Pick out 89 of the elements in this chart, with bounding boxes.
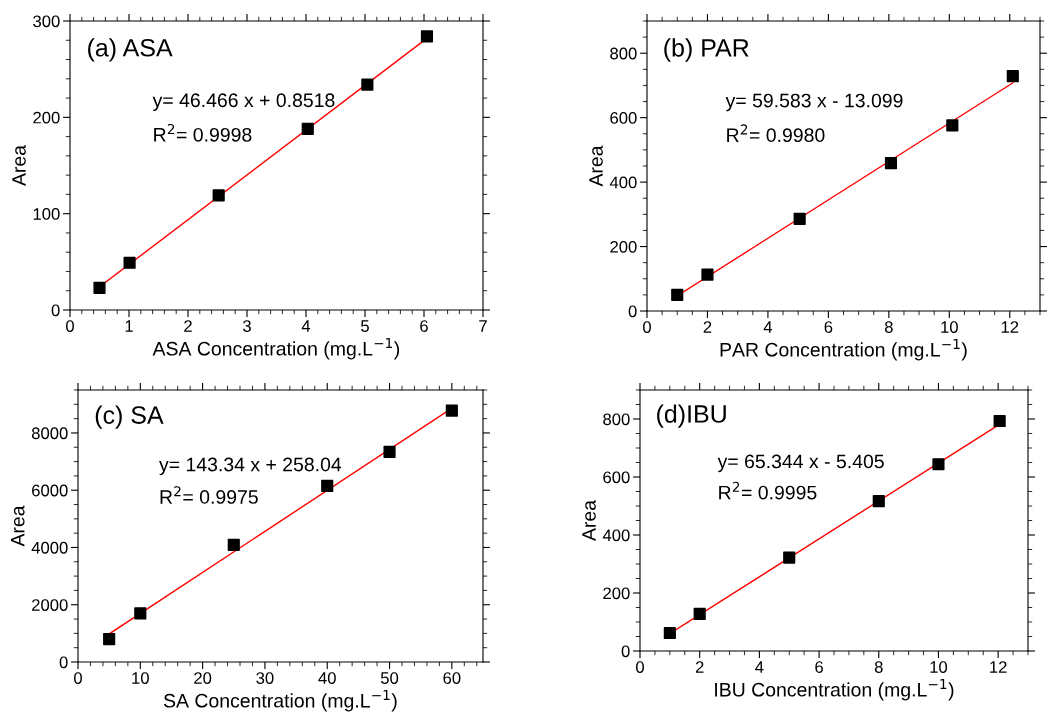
y-axis-title: Area (11, 505, 25, 547)
annotation: R$^{2}$= 0.9995 (719, 481, 817, 500)
x-tick-label: 6 (824, 321, 833, 333)
x-tick-label: 4 (755, 661, 764, 673)
x-tick-label: 60 (443, 672, 461, 684)
point (420, 30, 434, 43)
y-tick-label: 800 (610, 47, 637, 60)
annotation: R$^{2}$= 0.9998 (154, 123, 252, 142)
point (361, 78, 374, 91)
point (671, 288, 684, 301)
x-tick-label: 6 (815, 661, 823, 673)
x-tick-label: 5 (361, 320, 369, 332)
point (134, 607, 147, 620)
y-tick-label: 200 (603, 587, 630, 600)
y-tick-label: 0 (628, 305, 637, 318)
y-tick-label: 4000 (31, 541, 68, 554)
y-axis-title: Area (12, 144, 26, 186)
annotation: y= 143.34 x + 258.04 (159, 457, 342, 476)
point (872, 494, 885, 508)
x-tick-label: 6 (420, 320, 428, 332)
y-tick-label: 2000 (32, 599, 68, 611)
x-tick-label: 8 (884, 321, 893, 333)
annotation: (d)IBU (657, 404, 726, 428)
x-tick-label: 50 (380, 672, 399, 684)
point (993, 414, 1006, 428)
y-tick-label: 600 (610, 112, 637, 124)
point (701, 268, 714, 281)
x-axis-title: IBU Concentration (mg.L$^{−1}$) (715, 679, 954, 701)
point (212, 189, 225, 202)
x-axis-title: PAR Concentration (mg.L$^{−1}$) (720, 339, 967, 361)
point (123, 256, 136, 269)
x-axis-title: ASA Concentration (mg.L$^{−1}$) (152, 338, 400, 360)
x-tick-label: 4 (763, 321, 773, 333)
y-tick-label: 0 (51, 304, 60, 317)
x-tick-label: 4 (301, 320, 311, 332)
y-tick-label: 0 (621, 645, 630, 658)
y-tick-label: 6000 (32, 484, 68, 497)
point (783, 551, 796, 564)
annotation: (c) SA (95, 405, 164, 429)
x-tick-label: 1 (125, 320, 133, 332)
x-tick-label: 2 (703, 321, 712, 333)
point (932, 458, 945, 471)
x-tick-label: 10 (132, 672, 149, 684)
annotation: (a) ASA (88, 38, 173, 62)
x-tick-label: 8 (874, 661, 883, 673)
annotation: y= 46.466 x + 0.8518 (152, 93, 335, 111)
x-tick-label: 12 (1001, 321, 1019, 333)
x-tick-label: 2 (184, 320, 192, 332)
point (93, 281, 106, 294)
x-tick-label: 30 (256, 672, 274, 684)
point (227, 538, 240, 551)
annotation: (b) PAR (664, 38, 749, 62)
y-tick-label: 200 (33, 111, 60, 124)
point (103, 633, 116, 646)
point (693, 607, 706, 620)
y-tick-label: 200 (610, 240, 637, 253)
x-tick-label: 2 (695, 661, 704, 673)
x-tick-label: 10 (941, 321, 958, 333)
point (663, 626, 676, 640)
annotation: y= 59.583 x - 13.099 (725, 93, 903, 112)
point (301, 122, 314, 135)
y-tick-label: 100 (33, 208, 60, 220)
point (445, 404, 458, 417)
x-tick-label: 0 (643, 321, 651, 333)
y-tick-label: 300 (33, 15, 60, 28)
point (1006, 70, 1019, 83)
point (793, 212, 806, 225)
x-tick-label: 12 (990, 661, 1007, 673)
point (884, 157, 898, 170)
annotation: R$^{2}$= 0.9980 (727, 124, 825, 143)
y-tick-label: 400 (609, 176, 637, 189)
x-tick-label: 7 (479, 320, 487, 332)
annotation: y= 65.344 x - 5.405 (717, 454, 884, 473)
y-tick-label: 8000 (31, 427, 68, 440)
x-tick-label: 0 (74, 672, 82, 684)
x-axis-title: SA Concentration (mg.L$^{−1}$) (163, 690, 397, 712)
y-tick-label: 800 (603, 413, 630, 426)
x-tick-label: 10 (930, 661, 948, 673)
y-axis-title: Area (589, 145, 603, 187)
point (321, 479, 334, 492)
y-tick-label: 400 (602, 529, 630, 542)
x-tick-label: 20 (194, 672, 212, 684)
x-tick-label: 40 (318, 672, 336, 684)
annotation: R$^{2}$= 0.9975 (160, 486, 258, 504)
y-axis-title: Area (582, 499, 596, 541)
x-tick-label: 3 (243, 320, 251, 332)
y-tick-label: 600 (603, 471, 630, 484)
point (946, 119, 959, 132)
point (383, 445, 396, 458)
